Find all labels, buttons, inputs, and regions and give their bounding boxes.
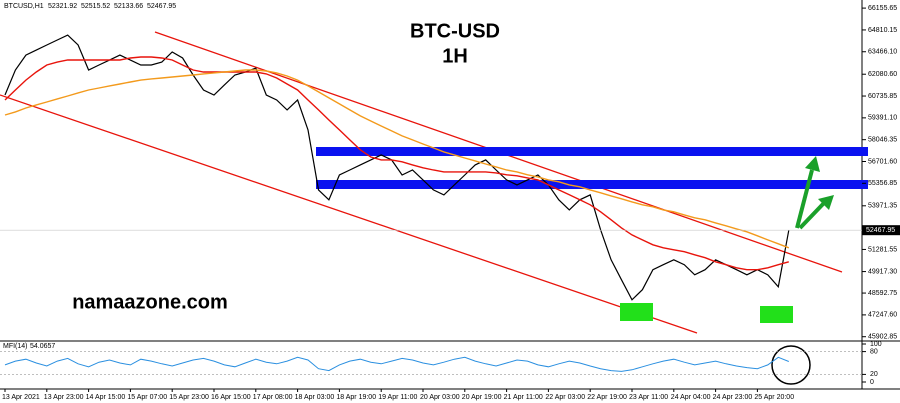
- x-tick-label: 21 Apr 11:00: [504, 394, 543, 401]
- y-tick-label: 53971.35: [868, 203, 897, 210]
- x-tick-label: 19 Apr 11:00: [378, 394, 417, 401]
- indicator-value: 54.0657: [30, 343, 55, 350]
- x-tick-label: 25 Apr 20:00: [754, 394, 794, 401]
- highlight-circle: [771, 345, 811, 385]
- x-tick-label: 24 Apr 23:00: [713, 394, 753, 401]
- price-line: [4, 34, 790, 301]
- x-tick-label: 16 Apr 15:00: [211, 394, 251, 401]
- indicator-tick-label: 80: [870, 348, 878, 355]
- y-tick-label: 64810.15: [868, 27, 897, 34]
- x-tick-label: 20 Apr 03:00: [420, 394, 460, 401]
- watermark: namaazone.com: [72, 291, 228, 313]
- x-tick-label: 13 Apr 2021: [2, 394, 40, 401]
- arrow: [798, 201, 826, 230]
- x-tick-label: 20 Apr 19:00: [462, 394, 502, 401]
- y-tick-label: 47247.60: [868, 312, 897, 319]
- chart-title: BTC-USD: [410, 20, 500, 42]
- y-tick-label: 62080.60: [868, 71, 897, 78]
- x-tick-label: 13 Apr 23:00: [44, 394, 84, 401]
- channel-lower: [0, 94, 698, 334]
- y-tick-label: 48592.75: [868, 290, 897, 297]
- x-tick-label: 22 Apr 03:00: [545, 394, 585, 401]
- y-tick-label: 45902.85: [868, 334, 897, 341]
- x-tick-label: 18 Apr 19:00: [336, 394, 376, 401]
- low-box: [760, 306, 793, 323]
- ohlc-value: 52133.66: [114, 3, 143, 10]
- x-tick-label: 24 Apr 04:00: [671, 394, 711, 401]
- low-box: [620, 303, 653, 321]
- arrow-head: [805, 156, 820, 172]
- indicator-tick-label: 100: [870, 341, 882, 348]
- x-tick-label: 15 Apr 07:00: [127, 394, 167, 401]
- y-tick-label: 55356.85: [868, 180, 897, 187]
- support-zone: [316, 180, 868, 189]
- indicator-line: [4, 356, 789, 372]
- arrow: [795, 169, 814, 229]
- x-tick-label: 15 Apr 23:00: [169, 394, 209, 401]
- moving-average: [4, 69, 790, 249]
- y-tick-label: 58046.35: [868, 137, 897, 144]
- indicator-tick-label: 20: [870, 371, 878, 378]
- x-tick-label: 17 Apr 08:00: [253, 394, 293, 401]
- ohlc-value: 52467.95: [147, 3, 176, 10]
- y-tick-label: 56701.60: [868, 158, 897, 165]
- moving-average: [4, 56, 789, 271]
- x-tick-label: 23 Apr 11:00: [629, 394, 668, 401]
- ohlc-value: 52321.92: [48, 3, 77, 10]
- arrow-head: [818, 195, 834, 210]
- y-tick-label: 60735.85: [868, 93, 897, 100]
- indicator-name: MFI(14): [3, 343, 28, 350]
- symbol: BTCUSD,H1: [4, 3, 44, 10]
- indicator-tick-label: 0: [870, 379, 874, 386]
- y-tick-label: 51281.55: [868, 246, 897, 253]
- x-tick-label: 14 Apr 15:00: [86, 394, 126, 401]
- ohlc-value: 52515.52: [81, 3, 110, 10]
- y-tick-label: 66155.65: [868, 5, 897, 12]
- x-tick-label: 18 Apr 03:00: [295, 394, 335, 401]
- y-tick-label: 59391.10: [868, 115, 897, 122]
- chart-subtitle: 1H: [442, 45, 468, 67]
- resistance-zone: [316, 147, 868, 156]
- y-tick-label: 49917.30: [868, 268, 897, 275]
- x-tick-label: 22 Apr 19:00: [587, 394, 627, 401]
- current-price-box: [862, 225, 900, 236]
- current-price-label: 52467.95: [866, 227, 895, 234]
- y-tick-label: 63466.10: [868, 49, 897, 56]
